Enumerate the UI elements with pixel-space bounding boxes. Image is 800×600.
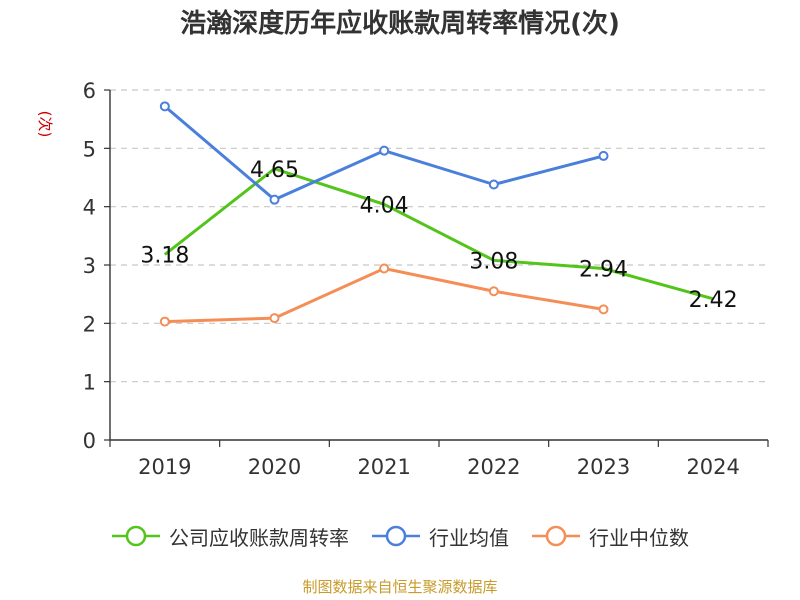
legend-swatch-marker (125, 525, 147, 547)
data-label: 2.42 (689, 288, 738, 313)
legend: 公司应收账款周转率 行业均值 行业中位数 (0, 516, 800, 556)
data-label: 4.04 (360, 193, 409, 218)
x-tick-label: 2019 (138, 455, 191, 479)
data-label: 2.94 (579, 258, 628, 283)
legend-swatch-icon (112, 525, 160, 547)
y-tick-label: 0 (83, 429, 96, 453)
data-point (598, 150, 609, 161)
x-tick-label: 2021 (357, 455, 410, 479)
source-footer: 制图数据来自恒生聚源数据库 (302, 578, 498, 596)
x-tick-label: 2024 (686, 455, 739, 479)
x-tick-label: 2020 (248, 455, 301, 479)
x-tick-label: 2023 (577, 455, 630, 479)
data-label: 3.08 (469, 249, 518, 274)
y-tick-label: 5 (83, 137, 96, 161)
y-tick-label: 4 (83, 196, 96, 220)
y-tick-label: 1 (83, 371, 96, 395)
y-tick-label: 2 (83, 312, 96, 336)
data-point (488, 286, 499, 297)
legend-item[interactable]: 行业均值 (371, 522, 509, 551)
legend-item[interactable]: 行业中位数 (531, 522, 689, 551)
data-label: 4.65 (250, 158, 299, 183)
grid-lines (110, 89, 768, 383)
series-line-2 (164, 267, 604, 324)
x-tick-label: 2022 (467, 455, 520, 479)
data-label: 3.18 (140, 244, 189, 269)
legend-label: 公司应收账款周转率 (169, 525, 349, 550)
data-point (379, 145, 390, 156)
data-point (269, 194, 280, 205)
data-point (598, 304, 609, 315)
data-point (379, 263, 390, 274)
data-point (159, 316, 170, 327)
y-tick-label: 3 (83, 254, 96, 278)
data-point (269, 313, 280, 324)
data-point (488, 179, 499, 190)
legend-swatch-icon (372, 525, 420, 547)
data-labels: 3.18 4.65 4.04 3.08 2.94 2.42 (140, 158, 737, 313)
chart-title: 浩瀚深度历年应收账款周转率情况(次) (180, 9, 620, 39)
legend-swatch-marker (545, 525, 567, 547)
series-lines (159, 101, 714, 327)
legend-swatch-icon (532, 525, 580, 547)
data-point (159, 101, 170, 112)
legend-label: 行业均值 (429, 525, 509, 550)
y-tick-label: 6 (83, 79, 96, 103)
legend-item[interactable]: 公司应收账款周转率 (111, 522, 349, 551)
legend-swatch-marker (385, 525, 407, 547)
axes: 0 1 2 3 4 5 6 2019 2020 2021 2022 2023 2024 (83, 79, 769, 479)
legend-label: 行业中位数 (589, 525, 689, 550)
